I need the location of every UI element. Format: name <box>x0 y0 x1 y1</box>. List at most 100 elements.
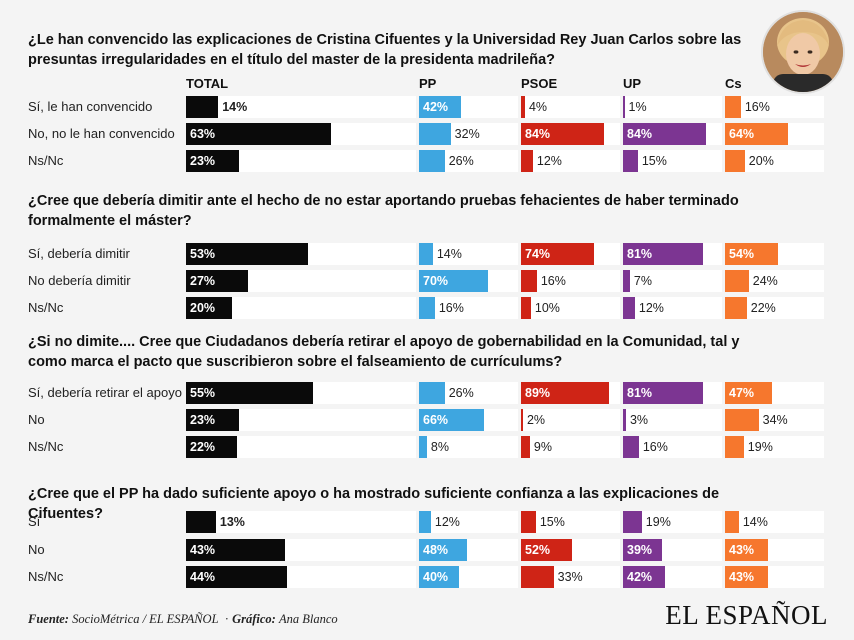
bar-track: 42% <box>623 566 722 588</box>
bar-track: 33% <box>521 566 620 588</box>
bar-cs <box>725 270 749 292</box>
column-header-up: UP <box>623 76 642 91</box>
bar-track: 26% <box>419 150 518 172</box>
bar-track: 81% <box>623 243 722 265</box>
data-label: 42% <box>423 100 449 114</box>
bar-track: 81% <box>623 382 722 404</box>
bar-total <box>186 96 219 118</box>
data-label: 27% <box>190 274 216 288</box>
bar-up <box>623 123 707 145</box>
bar-track: 44% <box>186 566 416 588</box>
bar-psoe <box>521 539 573 561</box>
source-value: SocioMétrica / EL ESPAÑOL <box>72 612 219 626</box>
bar-total <box>186 150 239 172</box>
graphic-value: Ana Blanco <box>278 612 338 626</box>
bar-track: 24% <box>725 270 824 292</box>
row-label: Ns/Nc <box>28 153 64 168</box>
bar-track: 4% <box>521 96 620 118</box>
row-label: Ns/Nc <box>28 439 64 454</box>
bar-psoe <box>521 270 537 292</box>
data-label: 8% <box>430 440 449 454</box>
bar-psoe <box>521 123 605 145</box>
bar-track: 16% <box>725 96 824 118</box>
question-title: ¿Le han convencido las explicaciones de … <box>28 32 742 68</box>
bar-track: 7% <box>623 270 722 292</box>
bar-track: 15% <box>623 150 722 172</box>
data-label: 66% <box>423 413 449 427</box>
bar-pp <box>419 409 485 431</box>
bar-total <box>186 270 249 292</box>
data-label: 12% <box>434 515 460 529</box>
bar-track: 3% <box>623 409 722 431</box>
data-label: 15% <box>539 515 565 529</box>
row-label: No, no le han convencido <box>28 126 175 141</box>
data-label: 26% <box>448 386 474 400</box>
data-label: 54% <box>729 247 755 261</box>
bar-up <box>623 436 639 458</box>
data-label: 1% <box>628 100 647 114</box>
data-label: 70% <box>423 274 449 288</box>
source-label: Fuente: <box>28 612 69 626</box>
bar-track: 9% <box>521 436 620 458</box>
bar-cs <box>725 96 741 118</box>
row-label: Ns/Nc <box>28 569 64 584</box>
bar-track: 42% <box>419 96 518 118</box>
bar-pp <box>419 511 431 533</box>
bar-cs <box>725 436 744 458</box>
data-label: 44% <box>190 570 216 584</box>
data-label: 23% <box>190 413 216 427</box>
bar-track: 55% <box>186 382 416 404</box>
bar-cs <box>725 243 779 265</box>
bar-track: 43% <box>725 539 824 561</box>
bar-pp <box>419 270 489 292</box>
bar-cs <box>725 409 759 431</box>
bar-track: 12% <box>521 150 620 172</box>
bar-psoe <box>521 382 610 404</box>
bar-track: 74% <box>521 243 620 265</box>
bar-up <box>623 270 630 292</box>
data-label: 19% <box>645 515 671 529</box>
bar-cs <box>725 297 747 319</box>
bar-track: 43% <box>186 539 416 561</box>
bar-track: 66% <box>419 409 518 431</box>
bar-track: 27% <box>186 270 416 292</box>
bar-psoe <box>521 409 523 431</box>
data-label: 42% <box>627 570 653 584</box>
bar-pp <box>419 123 451 145</box>
bar-track: 47% <box>725 382 824 404</box>
bar-track: 15% <box>521 511 620 533</box>
row-label: Sí, le han convencido <box>28 99 153 114</box>
bar-track: 34% <box>725 409 824 431</box>
column-header-total: TOTAL <box>186 76 229 91</box>
bar-pp <box>419 382 445 404</box>
data-label: 64% <box>729 127 755 141</box>
data-label: 16% <box>438 301 464 315</box>
bar-track: 2% <box>521 409 620 431</box>
bar-track: 16% <box>419 297 518 319</box>
data-label: 16% <box>744 100 770 114</box>
bar-psoe <box>521 243 595 265</box>
graphic-label: Gráfico: <box>232 612 276 626</box>
bar-track: 39% <box>623 539 722 561</box>
row-label: Ns/Nc <box>28 300 64 315</box>
data-label: 81% <box>627 386 653 400</box>
footer: Fuente: SocioMétrica / EL ESPAÑOL · Gráf… <box>28 612 338 627</box>
data-label: 15% <box>641 154 667 168</box>
data-label: 3% <box>629 413 649 427</box>
bar-psoe <box>521 297 531 319</box>
bar-psoe <box>521 436 530 458</box>
data-label: 89% <box>525 386 551 400</box>
data-label: 43% <box>729 570 755 584</box>
data-label: 2% <box>526 413 546 427</box>
data-label: 26% <box>448 154 474 168</box>
row-label: Sí <box>28 514 41 529</box>
bar-total <box>186 243 308 265</box>
data-label: 14% <box>436 247 462 261</box>
bar-track: 32% <box>419 123 518 145</box>
data-label: 24% <box>752 274 778 288</box>
avatar <box>761 10 845 94</box>
data-label: 12% <box>536 154 562 168</box>
bar-cs <box>725 382 772 404</box>
bar-total <box>186 382 313 404</box>
